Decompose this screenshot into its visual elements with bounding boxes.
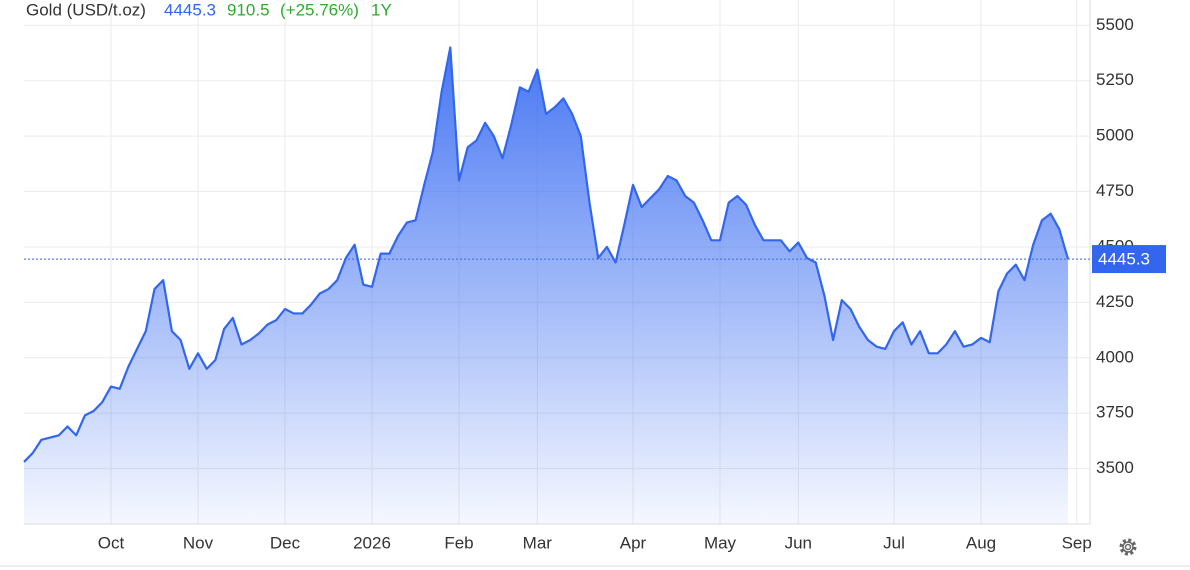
chart-title: Gold (USD/t.oz) [26, 0, 146, 19]
y-tick-label: 5250 [1096, 70, 1134, 89]
y-tick-label: 5500 [1096, 15, 1134, 34]
price-tag-label: 4445.3 [1098, 250, 1150, 269]
x-tick-label: Dec [270, 533, 301, 552]
settings-icon[interactable] [1119, 538, 1137, 556]
area [24, 47, 1068, 525]
y-tick-label: 3750 [1096, 403, 1134, 422]
change-percent: (+25.76%) [280, 0, 359, 19]
x-tick-label: May [704, 533, 737, 552]
x-tick-label: Oct [98, 533, 125, 552]
x-tick-label: Jul [883, 533, 905, 552]
x-tick-label: Nov [183, 533, 214, 552]
x-tick-label: Mar [523, 533, 553, 552]
period: 1Y [371, 0, 392, 19]
x-tick-label: Apr [620, 533, 647, 552]
price: 4445.3 [164, 0, 216, 19]
y-tick-label: 5000 [1096, 126, 1134, 145]
line [23, 46, 1070, 463]
y-tick-label: 4250 [1096, 292, 1134, 311]
price-tag [1092, 245, 1166, 274]
y-tick-label: 3500 [1096, 458, 1134, 477]
x-tick-label: 2026 [353, 533, 391, 552]
x-tick-label: Sep [1062, 533, 1092, 552]
x-tick-label: Jun [785, 533, 812, 552]
x-tick-label: Aug [966, 533, 996, 552]
y-tick-label: 4000 [1096, 347, 1134, 366]
y-tick-label: 4750 [1096, 181, 1134, 200]
change: 910.5 [227, 0, 270, 19]
x-tick-label: Feb [444, 533, 473, 552]
